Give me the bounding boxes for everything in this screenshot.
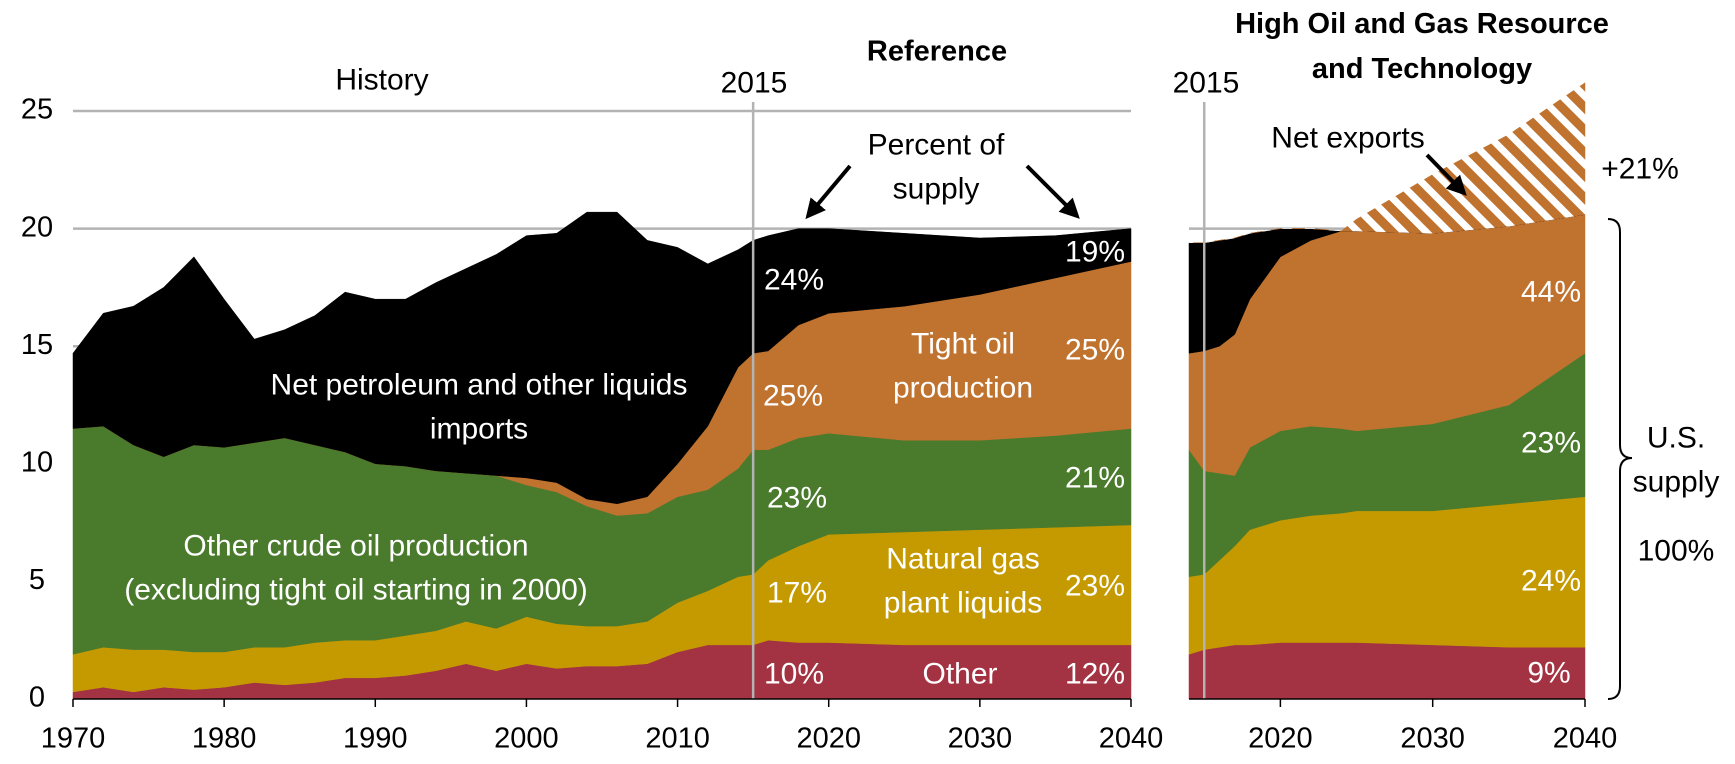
x-tick-label: 1990 — [343, 723, 408, 755]
series-label: Net exports — [1271, 121, 1425, 155]
series-label: Natural gas plant liquids — [883, 542, 1043, 620]
x-tick-label: 2020 — [1248, 723, 1313, 755]
share-label: 23% — [1520, 426, 1582, 460]
brace — [1607, 218, 1633, 700]
series-label: Other — [922, 657, 998, 691]
share-label: 25% — [762, 379, 824, 413]
share-label: 23% — [766, 481, 828, 515]
y-tick-label: 10 — [21, 446, 53, 478]
x-tick-label: 2030 — [1400, 723, 1465, 755]
arrow — [1025, 164, 1080, 219]
x-tick-label: 2020 — [796, 723, 861, 755]
share-label: 24% — [1520, 564, 1582, 598]
x-tick-label: 2040 — [1553, 723, 1618, 755]
series-label: Net petroleum and other liquids imports — [270, 368, 688, 446]
period-label: History — [335, 63, 429, 97]
panel-title: Reference — [866, 35, 1008, 68]
annotation: Percent of supply — [867, 128, 1005, 206]
y-tick-label: 0 — [29, 682, 45, 714]
share-label: 44% — [1520, 275, 1582, 309]
x-tick-label: 2030 — [948, 723, 1013, 755]
share-label: 19% — [1064, 235, 1126, 269]
x-tick-label: 2000 — [494, 723, 559, 755]
arrow — [1425, 153, 1467, 196]
x-tick-label: 2010 — [645, 723, 710, 755]
series-label: Tight oil production — [892, 327, 1034, 405]
share-label: 23% — [1064, 569, 1126, 603]
share-label: 25% — [1064, 333, 1126, 367]
area — [1189, 82, 1586, 243]
x-tick-label: 2040 — [1099, 723, 1164, 755]
share-label: 21% — [1064, 461, 1126, 495]
area — [72, 211, 1132, 505]
panel-title: High Oil and Gas Resource and Technology — [1235, 8, 1609, 85]
annotation: U.S. supply — [1632, 421, 1720, 499]
y-tick-label: 20 — [21, 211, 53, 243]
divider-label: 2015 — [1172, 66, 1240, 100]
annotation: +21% — [1601, 152, 1679, 186]
share-label: 24% — [763, 263, 825, 297]
divider-label: 2015 — [720, 66, 788, 100]
annotation: 100% — [1637, 534, 1715, 568]
areas — [72, 82, 1586, 700]
arrow — [805, 164, 852, 220]
x-tick-label: 1970 — [41, 723, 106, 755]
y-tick-label: 25 — [21, 94, 53, 126]
x-tick-label: 1980 — [192, 723, 257, 755]
y-tick-label: 15 — [21, 329, 53, 361]
share-label: 9% — [1527, 656, 1571, 690]
y-tick-label: 5 — [29, 564, 45, 596]
share-label: 10% — [763, 657, 825, 691]
share-label: 12% — [1064, 657, 1126, 691]
series-label: Other crude oil production (excluding ti… — [124, 529, 588, 607]
axes: 0 5 10 15 20 25 1970 1980 1990 2000 2010 2020 2030 20… — [21, 94, 1617, 755]
share-label: 17% — [766, 576, 828, 610]
